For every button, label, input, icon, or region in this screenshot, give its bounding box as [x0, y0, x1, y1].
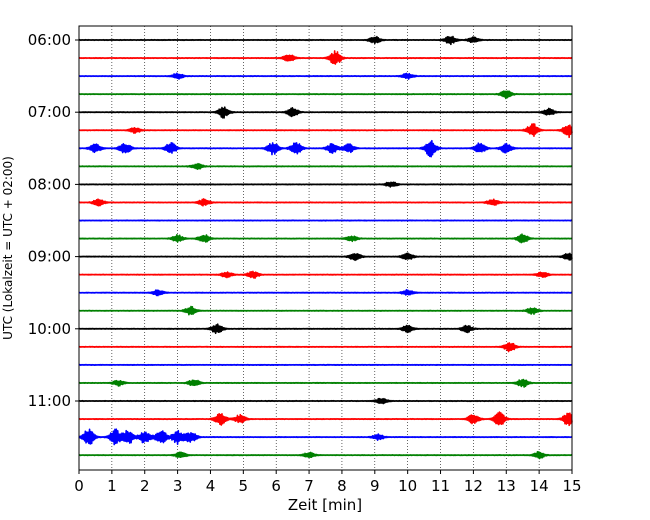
x-tick-label: 6 — [271, 477, 281, 495]
y-axis-label: UTC (Lokalzeit = UTC + 02:00) — [1, 156, 15, 340]
seismic-trace — [78, 397, 573, 405]
x-tick-label: 4 — [206, 477, 216, 495]
y-axis: 06:00 07:00 08:00 09:00 10:00 11:00 — [28, 31, 79, 410]
seismic-trace — [78, 233, 573, 244]
x-tick-label: 11 — [431, 477, 450, 495]
seismic-trace — [78, 72, 573, 80]
x-tick-label: 14 — [530, 477, 549, 495]
x-tick-label: 15 — [562, 477, 581, 495]
seismic-trace — [78, 252, 573, 262]
x-tick-label: 0 — [74, 477, 84, 495]
seismic-trace — [78, 50, 573, 65]
seismic-trace — [78, 411, 573, 427]
seismic-trace — [78, 342, 573, 353]
seismic-trace — [78, 90, 573, 100]
y-tick-label: 10:00 — [28, 320, 71, 338]
y-tick-label: 07:00 — [28, 103, 71, 121]
x-axis-label: Zeit [min] — [288, 496, 362, 514]
seismic-trace — [78, 139, 573, 158]
x-tick-label: 1 — [107, 477, 117, 495]
x-tick-label: 8 — [337, 477, 347, 495]
seismic-trace — [78, 106, 573, 119]
trace-group — [78, 35, 573, 460]
seismic-trace — [78, 428, 573, 446]
seismic-trace — [78, 162, 573, 170]
seismic-trace — [78, 270, 573, 279]
x-tick-label: 7 — [304, 477, 314, 495]
x-tick-label: 13 — [497, 477, 516, 495]
seismic-trace — [78, 123, 573, 139]
x-tick-label: 10 — [398, 477, 417, 495]
seismic-trace — [78, 181, 573, 188]
y-tick-label: 09:00 — [28, 248, 71, 266]
seismic-trace — [78, 288, 573, 297]
x-tick-label: 5 — [239, 477, 249, 495]
seismic-trace — [78, 450, 573, 460]
x-tick-label: 9 — [370, 477, 380, 495]
plot-frame — [78, 25, 573, 471]
seismic-trace — [78, 323, 573, 335]
seismic-trace — [78, 219, 573, 222]
seismic-trace — [78, 378, 573, 388]
x-tick-label: 12 — [464, 477, 483, 495]
y-tick-label: 11:00 — [28, 392, 71, 410]
x-tick-label: 2 — [140, 477, 150, 495]
x-tick-label: 3 — [173, 477, 183, 495]
y-tick-label: 06:00 — [28, 31, 71, 49]
y-tick-label: 08:00 — [28, 175, 71, 193]
seismic-trace — [78, 198, 573, 207]
seismic-trace — [78, 35, 573, 46]
seismic-trace — [78, 305, 573, 316]
plot-area — [79, 26, 572, 470]
x-axis: 0 1 2 3 4 5 6 7 8 9 10 11 12 13 14 15 — [74, 470, 582, 495]
seismic-trace — [78, 363, 573, 367]
